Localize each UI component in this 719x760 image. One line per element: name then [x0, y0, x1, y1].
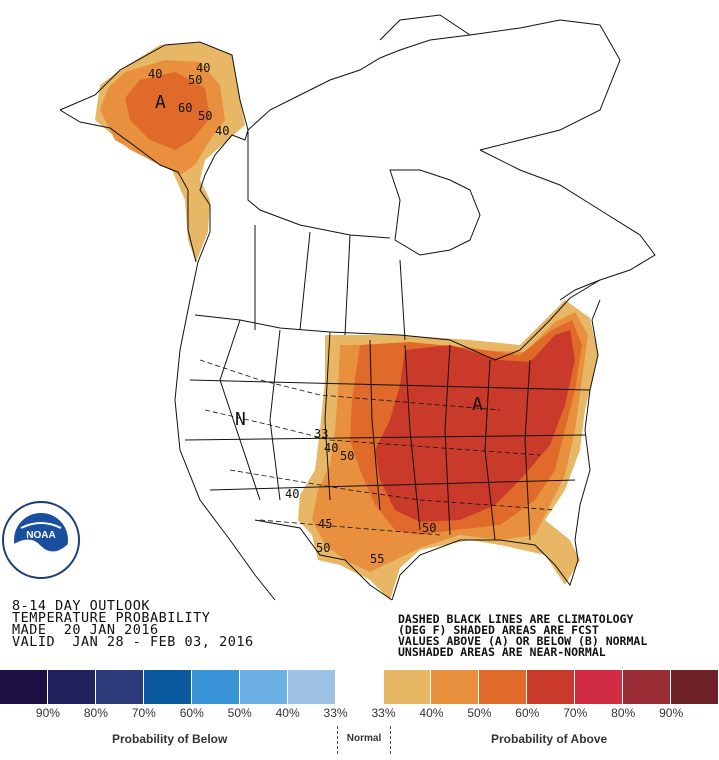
- legend-percent: 90%: [35, 706, 60, 720]
- contour-label: 50: [340, 449, 354, 463]
- legend-percent-labels: 90% 80% 70% 60% 50% 40% 33% 33% 40% 50% 60% 70% 80% 9…: [0, 706, 719, 722]
- legend-percent: 50%: [467, 706, 492, 720]
- probability-above-label: Probability of Above: [491, 732, 608, 746]
- contour-label: 40: [285, 487, 299, 501]
- contour-label: 40: [196, 61, 210, 75]
- contour-label: 45: [318, 517, 332, 531]
- probability-color-legend: [0, 670, 719, 706]
- near-normal-marker: N: [235, 409, 246, 430]
- legend-swatch: [47, 670, 96, 704]
- map-notes: DASHED BLACK LINES ARE CLIMATOLOGY (DEG …: [398, 612, 648, 659]
- header-line-1: 8-14 DAY OUTLOOK: [12, 598, 151, 614]
- contour-label: 50: [422, 521, 436, 535]
- contour-label: 50: [316, 541, 330, 555]
- contour-label: 60: [178, 101, 192, 115]
- legend-swatch: [383, 670, 432, 704]
- noaa-logo-text: NOAA: [26, 530, 55, 541]
- noaa-logo: NOAA: [2, 501, 80, 579]
- legend-swatch: [671, 670, 719, 704]
- contour-label: 40: [215, 124, 229, 138]
- legend-swatch: [479, 670, 528, 704]
- note-line-4: UNSHADED AREAS ARE NEAR-NORMAL: [398, 645, 606, 659]
- header-line-3: MADE 20 JAN 2016: [12, 622, 159, 638]
- legend-percent: 50%: [227, 706, 252, 720]
- contour-label: 33: [314, 427, 328, 441]
- header-line-4: VALID JAN 28 - FEB 03, 2016: [12, 634, 254, 650]
- probability-below-label: Probability of Below: [112, 732, 228, 746]
- legend-swatch: [623, 670, 672, 704]
- note-line-1: DASHED BLACK LINES ARE CLIMATOLOGY: [398, 612, 634, 626]
- legend-swatch: [143, 670, 192, 704]
- legend-percent: 80%: [83, 706, 108, 720]
- legend-swatch: [95, 670, 144, 704]
- legend-swatch: [431, 670, 480, 704]
- contour-label: 55: [370, 552, 384, 566]
- legend-percent: 70%: [563, 706, 588, 720]
- legend-swatch: [527, 670, 576, 704]
- outlook-header: 8-14 DAY OUTLOOK TEMPERATURE PROBABILITY…: [12, 598, 254, 650]
- legend-percent: 70%: [131, 706, 156, 720]
- legend-swatch: [239, 670, 288, 704]
- outlook-map: 40 50 60 50 40 33 40 50 50 55 45 40 40 5…: [2, 14, 656, 601]
- header-line-2: TEMPERATURE PROBABILITY: [12, 610, 211, 626]
- contour-label: 50: [188, 73, 202, 87]
- contour-label: 50: [198, 109, 212, 123]
- legend-percent: 60%: [515, 706, 540, 720]
- alaska-60-region: [125, 72, 210, 150]
- conus-70-region: [375, 330, 575, 522]
- legend-swatch: [191, 670, 240, 704]
- legend-percent: 60%: [179, 706, 204, 720]
- legend-swatch: [335, 670, 384, 704]
- note-line-3: VALUES ABOVE (A) OR BELOW (B) NORMAL: [398, 634, 648, 648]
- legend-swatch: [287, 670, 336, 704]
- alaska-shading: [95, 42, 245, 262]
- legend-percent: 80%: [611, 706, 636, 720]
- alaska-above-marker: A: [155, 92, 166, 113]
- legend-percent: 33%: [371, 706, 396, 720]
- legend-swatch: [0, 670, 48, 704]
- contour-labels: 40 50 60 50 40 33 40 50 50 55 45 40 40 5…: [148, 61, 436, 566]
- legend-percent: 33%: [323, 706, 348, 720]
- boundaries: [59, 14, 656, 601]
- conus-above-marker: A: [472, 394, 483, 415]
- conus-shading: [298, 300, 598, 600]
- climatology-lines: [199, 359, 556, 536]
- legend-percent: 90%: [659, 706, 684, 720]
- contour-label: 40: [148, 67, 162, 81]
- normal-label: Normal: [337, 726, 391, 754]
- legend-percent: 40%: [419, 706, 444, 720]
- note-line-2: (DEG F) SHADED AREAS ARE FCST: [398, 623, 599, 637]
- legend-percent: 40%: [275, 706, 300, 720]
- legend-swatch: [575, 670, 624, 704]
- contour-label: 40: [324, 441, 338, 455]
